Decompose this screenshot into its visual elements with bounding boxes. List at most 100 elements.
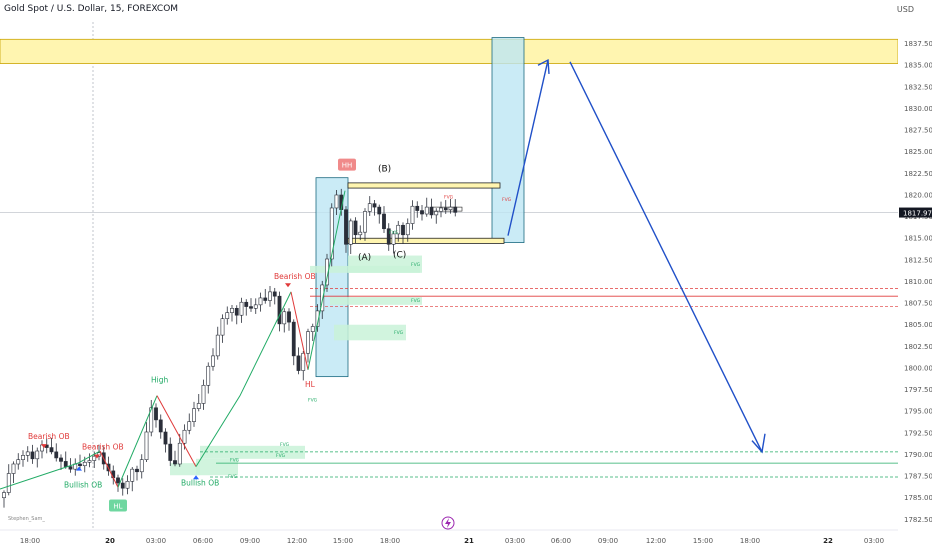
lightning-icon[interactable] bbox=[441, 516, 455, 530]
candle bbox=[215, 326, 220, 360]
fvg-box bbox=[170, 463, 200, 476]
candle bbox=[40, 440, 44, 459]
candle bbox=[225, 306, 230, 325]
candle-body-down bbox=[54, 451, 59, 459]
candle-body-up bbox=[310, 326, 315, 332]
candle-body-up bbox=[448, 206, 453, 210]
candle bbox=[173, 450, 177, 467]
symbol-title: Gold Spot / U.S. Dollar, 15, FOREXCOM bbox=[4, 4, 179, 14]
price-tick: 1835.00 bbox=[904, 62, 932, 70]
bearish-marker bbox=[94, 454, 100, 459]
candle bbox=[291, 319, 296, 366]
hh-tag-text: HH bbox=[342, 162, 353, 170]
candle-body-down bbox=[59, 457, 63, 462]
candle-body-up bbox=[329, 207, 334, 260]
candle-body-up bbox=[82, 461, 87, 467]
candle-body-down bbox=[344, 209, 348, 245]
candle bbox=[358, 225, 363, 241]
candle bbox=[116, 474, 120, 492]
candle-body-up bbox=[268, 291, 272, 301]
candle bbox=[35, 447, 40, 468]
candle-body-down bbox=[377, 206, 382, 215]
candle bbox=[73, 458, 78, 476]
candle-body-down bbox=[291, 321, 296, 357]
last-price-bg bbox=[899, 207, 932, 218]
candle bbox=[272, 287, 277, 305]
candle-body-down bbox=[372, 203, 377, 208]
structure-line bbox=[195, 291, 292, 467]
candle-body-up bbox=[206, 365, 211, 386]
candle-body-up bbox=[182, 429, 187, 444]
lightning-icon-bolt[interactable] bbox=[445, 518, 451, 528]
candle bbox=[410, 200, 415, 230]
hl-tag: HL bbox=[109, 499, 127, 512]
candle bbox=[344, 206, 348, 253]
structure-line bbox=[0, 450, 101, 490]
candle bbox=[367, 196, 372, 216]
candle bbox=[348, 218, 353, 255]
candle-body-down bbox=[429, 206, 434, 216]
hh-tag: HH bbox=[338, 158, 356, 171]
bearish-marker bbox=[41, 444, 47, 449]
candle-body-up bbox=[177, 442, 182, 465]
candle-body-down bbox=[420, 210, 424, 215]
candle bbox=[234, 305, 239, 325]
time-tick: 20 bbox=[105, 537, 115, 545]
candle-body-down bbox=[163, 431, 168, 445]
candle-body-up bbox=[130, 468, 135, 482]
fvg-box bbox=[330, 297, 422, 305]
price-tick: 1782.50 bbox=[904, 516, 932, 524]
bearish-ob-label: Bearish OB bbox=[274, 272, 316, 281]
candle-body-down bbox=[63, 461, 68, 467]
candle-body-up bbox=[367, 203, 372, 212]
candle-body-down bbox=[249, 306, 253, 309]
candle bbox=[249, 298, 253, 312]
fvg-box bbox=[310, 265, 420, 273]
candle-body-up bbox=[16, 459, 21, 465]
candle-body-up bbox=[149, 407, 154, 433]
candle-body-up bbox=[201, 384, 206, 404]
price-tick: 1822.50 bbox=[904, 170, 932, 178]
candle-body-up bbox=[363, 211, 367, 233]
candle-body-up bbox=[334, 194, 339, 209]
fvg-label: FVG bbox=[280, 442, 290, 448]
time-tick: 03:00 bbox=[864, 537, 884, 545]
candle-body-down bbox=[158, 419, 163, 433]
time-tick: 09:00 bbox=[598, 537, 618, 545]
candle-body-down bbox=[30, 451, 35, 460]
hl-tag-bg bbox=[109, 499, 127, 512]
candle-body-up bbox=[211, 355, 215, 367]
candle bbox=[63, 451, 68, 469]
candle-body-up bbox=[405, 223, 410, 236]
candle-body-down bbox=[263, 297, 268, 301]
candle-body-up bbox=[439, 207, 443, 212]
fvg-box bbox=[334, 324, 406, 341]
candle bbox=[277, 291, 282, 332]
candle bbox=[21, 450, 25, 467]
candle-body-up bbox=[187, 421, 192, 431]
price-tick: 1825.00 bbox=[904, 148, 932, 156]
candle bbox=[139, 454, 144, 479]
time-tick: 18:00 bbox=[380, 537, 400, 545]
candle-body-down bbox=[353, 220, 358, 236]
bullish-ob-label: Bullish OB bbox=[64, 480, 102, 489]
time-tick: 18:00 bbox=[740, 537, 760, 545]
time-tick: 03:00 bbox=[146, 537, 166, 545]
time-tick: 09:00 bbox=[240, 537, 260, 545]
price-tick: 1802.50 bbox=[904, 343, 932, 351]
time-tick: 06:00 bbox=[193, 537, 213, 545]
candle-body-down bbox=[277, 295, 282, 325]
candle bbox=[415, 201, 420, 218]
price-tick: 1837.50 bbox=[904, 40, 932, 48]
candle bbox=[287, 308, 291, 331]
price-tick: 1792.50 bbox=[904, 429, 932, 437]
candle-body-up bbox=[220, 318, 225, 336]
bearish-ob-label: Bearish OB bbox=[82, 442, 124, 451]
candle bbox=[125, 475, 130, 495]
candle-body-up bbox=[225, 312, 230, 319]
fvg-label: FVG bbox=[389, 230, 399, 236]
candle-body-down bbox=[272, 291, 277, 297]
price-tick: 1795.00 bbox=[904, 408, 932, 416]
fvg-label: FVG bbox=[411, 298, 421, 304]
